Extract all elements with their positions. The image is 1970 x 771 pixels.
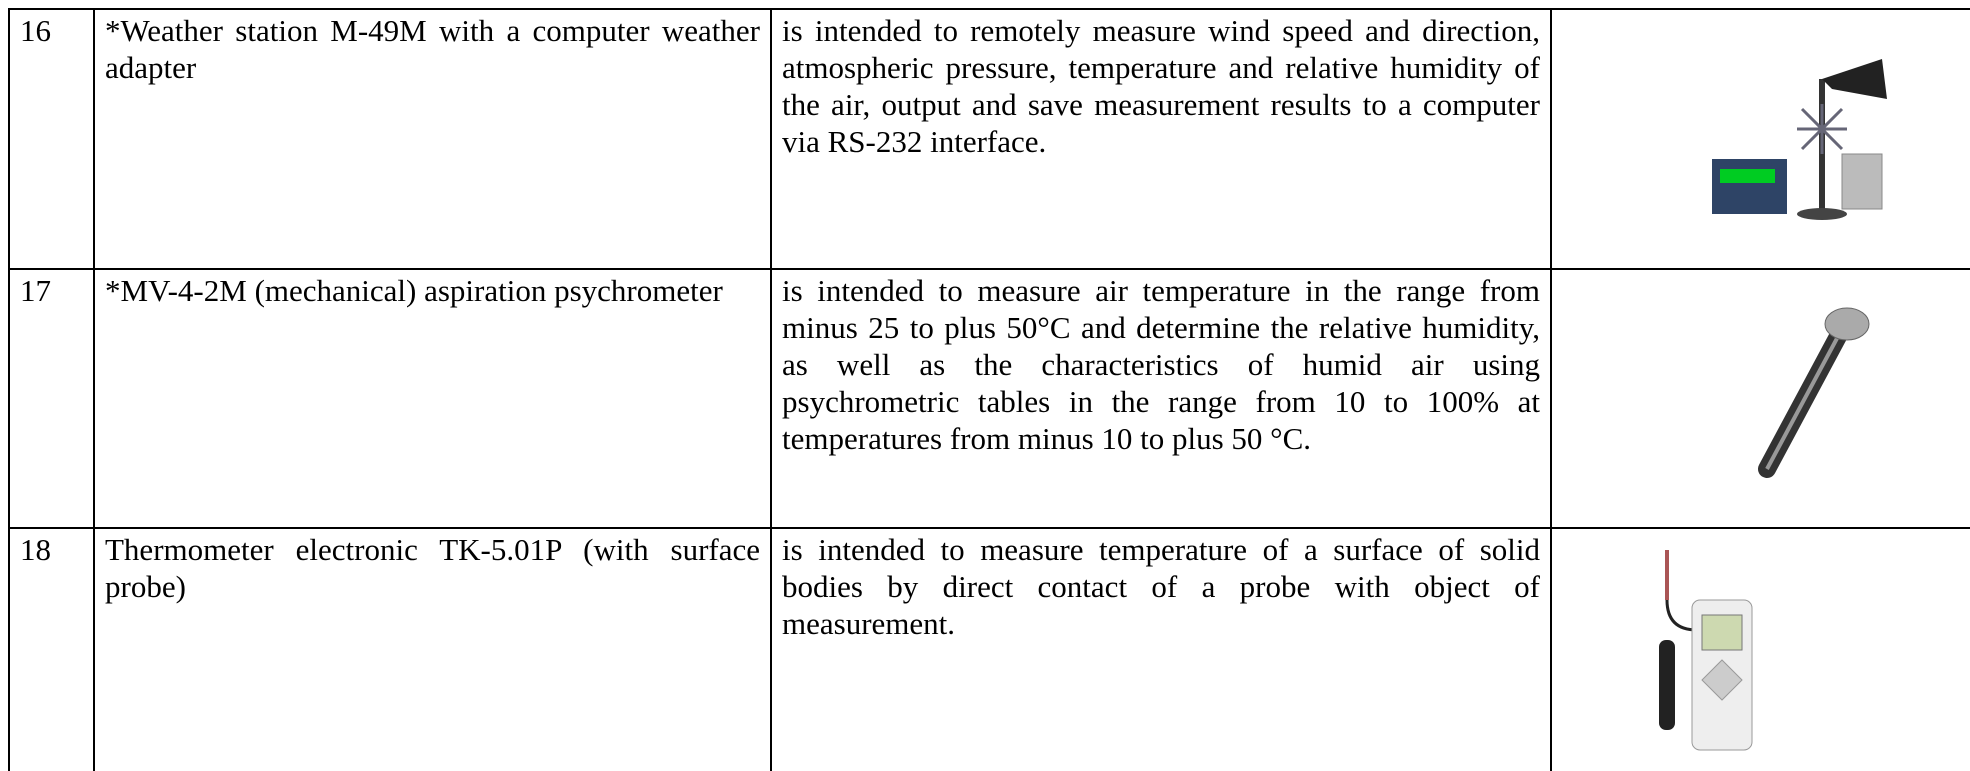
thermometer-image — [1647, 540, 1797, 760]
device-description: is intended to remotely measure wind spe… — [771, 9, 1551, 269]
table-row: 16 *Weather station M-49M with a compute… — [9, 9, 1970, 269]
weather-station-image — [1682, 39, 1970, 239]
device-description: is intended to measure air temperature i… — [771, 269, 1551, 528]
device-description: is intended to measure temperature of a … — [771, 528, 1551, 771]
device-name: *MV-4-2M (mechanical) aspiration psychro… — [94, 269, 771, 528]
table-row: 18 Thermometer electronic TK-5.01P (with… — [9, 528, 1970, 771]
row-number: 18 — [9, 528, 94, 771]
device-image-cell — [1551, 9, 1970, 269]
page: 16 *Weather station M-49M with a compute… — [0, 0, 1970, 739]
row-number: 17 — [9, 269, 94, 528]
psychrometer-image — [1722, 299, 1922, 499]
table-row: 17 *MV-4-2M (mechanical) aspiration psyc… — [9, 269, 1970, 528]
device-name: Thermometer electronic TK-5.01P (with su… — [94, 528, 771, 771]
device-name: *Weather station M-49M with a computer w… — [94, 9, 771, 269]
device-image-cell — [1551, 269, 1970, 528]
row-number: 16 — [9, 9, 94, 269]
equipment-table: 16 *Weather station M-49M with a compute… — [8, 8, 1970, 771]
device-image-cell — [1551, 528, 1970, 771]
